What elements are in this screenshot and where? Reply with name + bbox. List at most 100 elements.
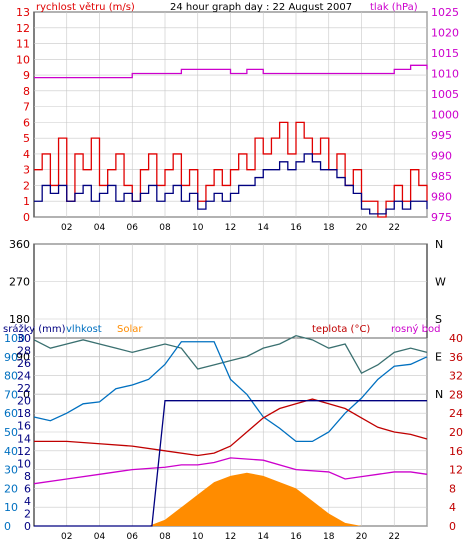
rain-y-tick-label: 20 xyxy=(17,395,31,408)
wind-y-tick-label: 10 xyxy=(16,53,30,66)
legend-rain: srážky (mm) xyxy=(3,323,66,335)
temp-x-tick-label: 20 xyxy=(356,532,368,542)
direction-y-tick-label: 360 xyxy=(9,238,30,251)
pressure-y-tick-label: 1005 xyxy=(431,88,459,101)
humidity-y-tick-label: 30 xyxy=(4,464,18,477)
wind-y-tick-label: 13 xyxy=(16,6,30,19)
temp-y-tick-label: 32 xyxy=(449,370,463,383)
rain-y-tick-label: 24 xyxy=(17,370,31,383)
wind-y-tick-label: 8 xyxy=(23,85,30,98)
temp-x-tick-label: 22 xyxy=(389,532,400,542)
pressure-y-tick-label: 1025 xyxy=(431,6,459,19)
pressure-y-tick-label: 1000 xyxy=(431,109,459,122)
wind-y-tick-label: 9 xyxy=(23,69,30,82)
wind-axis-label: rychlost větru (m/s) xyxy=(36,1,135,13)
wind-y-tick-label: 11 xyxy=(16,38,30,51)
compass-label: N xyxy=(435,388,443,401)
pressure-y-tick-label: 995 xyxy=(431,129,452,142)
wind-x-tick-label: 22 xyxy=(389,223,400,233)
wind-y-tick-label: 7 xyxy=(23,101,30,114)
temp-y-tick-label: 8 xyxy=(449,482,456,495)
temperature-line xyxy=(34,398,428,457)
pressure-y-tick-label: 1020 xyxy=(431,27,459,40)
pressure-y-tick-label: 1010 xyxy=(431,68,459,81)
temp-x-tick-label: 04 xyxy=(94,532,106,542)
humidity-y-tick-label: 20 xyxy=(4,482,18,495)
humidity-y-tick-label: 100 xyxy=(4,332,25,345)
rain-y-tick-label: 2 xyxy=(24,507,31,520)
pressure-y-tick-label: 1015 xyxy=(431,47,459,60)
rain-y-tick-label: 16 xyxy=(17,420,31,433)
humidity-y-tick-label: 80 xyxy=(4,370,18,383)
legend-dewpoint: rosný bod xyxy=(391,323,440,335)
wind-y-tick-label: 0 xyxy=(23,211,30,224)
humidity-line xyxy=(33,341,428,443)
temp-x-tick-label: 06 xyxy=(127,532,139,542)
rain-y-tick-label: 0 xyxy=(24,520,31,533)
wind-x-tick-label: 02 xyxy=(61,223,72,233)
humidity-y-tick-label: 50 xyxy=(4,426,18,439)
pressure-y-tick-label: 985 xyxy=(431,170,452,183)
direction-y-tick-label: 0 xyxy=(23,388,30,401)
humidity-y-tick-label: 70 xyxy=(4,388,18,401)
wind-line xyxy=(34,153,428,215)
temp-y-tick-label: 36 xyxy=(449,351,463,364)
legend-solar: Solar xyxy=(117,324,143,335)
wind-x-tick-label: 14 xyxy=(258,223,270,233)
wind-y-tick-label: 4 xyxy=(23,148,30,161)
pressure-line xyxy=(34,64,428,79)
pressure-axis-label: tlak (hPa) xyxy=(370,2,418,13)
rain-y-tick-label: 26 xyxy=(17,357,31,370)
temp-x-tick-label: 02 xyxy=(61,532,72,542)
wind-x-tick-label: 16 xyxy=(290,223,302,233)
compass-label: S xyxy=(435,313,442,326)
direction-y-tick-label: 180 xyxy=(9,313,30,326)
rain-y-tick-label: 6 xyxy=(24,482,31,495)
wind-x-tick-label: 18 xyxy=(323,223,335,233)
rain-y-tick-label: 4 xyxy=(24,495,31,508)
temp-y-tick-label: 40 xyxy=(449,332,463,345)
wind-y-tick-label: 6 xyxy=(23,116,30,129)
gust-line xyxy=(34,121,428,218)
wind-x-tick-label: 04 xyxy=(94,223,106,233)
humidity-y-tick-label: 0 xyxy=(4,520,11,533)
wind-x-tick-label: 06 xyxy=(127,223,139,233)
temp-x-tick-label: 16 xyxy=(290,532,302,542)
temp-x-tick-label: 08 xyxy=(159,532,171,542)
wind-y-tick-label: 12 xyxy=(16,22,30,35)
dewpoint-line xyxy=(33,457,428,485)
direction-y-tick-label: 270 xyxy=(9,276,30,289)
pressure-y-tick-label: 980 xyxy=(431,191,452,204)
legend-temperature: teplota (°C) xyxy=(312,324,370,335)
wind-y-tick-label: 5 xyxy=(23,132,30,145)
compass-label: N xyxy=(435,238,443,251)
temp-x-tick-label: 10 xyxy=(192,532,204,542)
humidity-y-tick-label: 10 xyxy=(4,501,18,514)
rain-y-tick-label: 12 xyxy=(17,445,31,458)
wind-x-tick-label: 08 xyxy=(159,223,171,233)
direction-y-tick-label: 90 xyxy=(16,351,30,364)
direction-line xyxy=(33,334,428,375)
wind-x-tick-label: 20 xyxy=(356,223,368,233)
temp-y-tick-label: 4 xyxy=(449,501,456,514)
solar-area xyxy=(34,472,427,526)
wind-y-tick-label: 1 xyxy=(23,195,30,208)
temp-y-tick-label: 0 xyxy=(449,520,456,533)
rain-y-tick-label: 30 xyxy=(17,332,31,345)
rain-y-tick-label: 22 xyxy=(17,382,31,395)
rain-y-tick-label: 10 xyxy=(17,457,31,470)
legend-humidity: vlhkost xyxy=(66,324,102,335)
chart-title: 24 hour graph day : 22 August 2007 xyxy=(170,2,352,13)
temp-x-tick-label: 18 xyxy=(323,532,335,542)
pressure-y-tick-label: 975 xyxy=(431,211,452,224)
rain-y-tick-label: 18 xyxy=(17,407,31,420)
wind-y-tick-label: 3 xyxy=(23,164,30,177)
temp-y-tick-label: 12 xyxy=(449,464,463,477)
temp-y-tick-label: 28 xyxy=(449,388,463,401)
humidity-y-tick-label: 60 xyxy=(4,407,18,420)
temp-y-tick-label: 24 xyxy=(449,407,463,420)
humidity-y-tick-label: 90 xyxy=(4,351,18,364)
wind-x-tick-label: 10 xyxy=(192,223,204,233)
